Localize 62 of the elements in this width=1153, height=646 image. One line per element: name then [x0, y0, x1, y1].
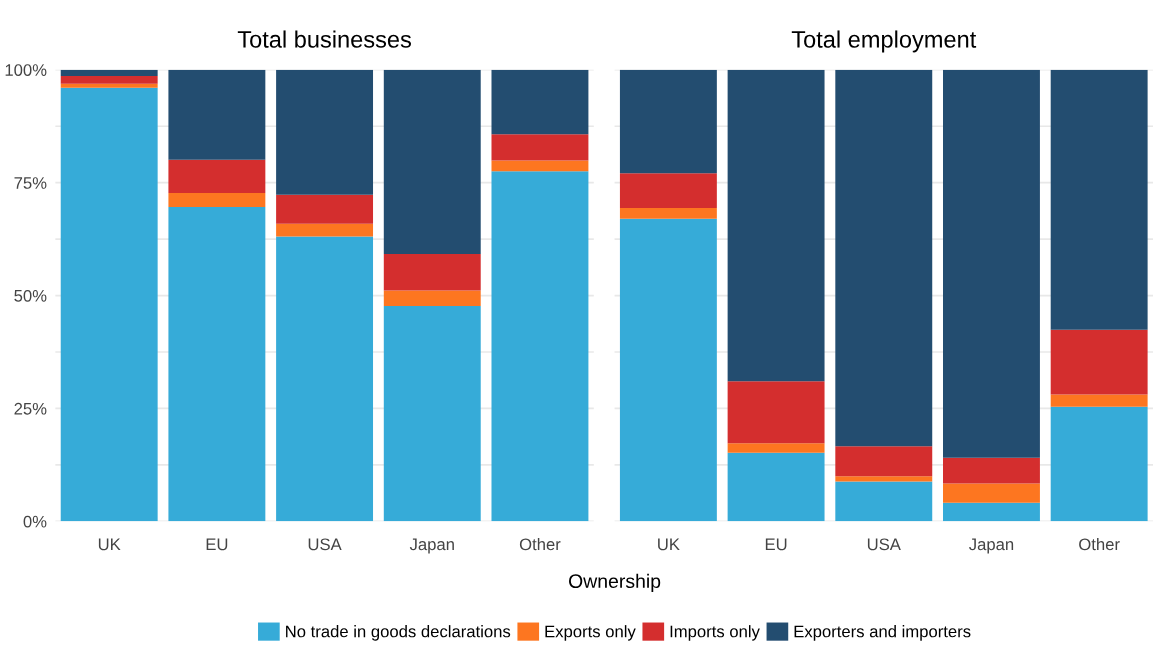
bar [491, 69, 589, 135]
bar [727, 381, 825, 444]
bar [168, 193, 266, 208]
bar [619, 207, 717, 219]
bar [835, 476, 933, 482]
bar [276, 194, 374, 224]
bar [943, 457, 1040, 484]
y-tick-label: 25% [14, 402, 47, 415]
x-tick-label: Other [1079, 537, 1120, 551]
legend-label: No trade in goods declarations [286, 625, 511, 641]
x-tick-label: USA [867, 538, 901, 551]
bar [276, 69, 374, 195]
bar [60, 76, 158, 84]
bar [943, 69, 1040, 458]
bar [60, 83, 158, 88]
bar [1050, 329, 1148, 395]
bar [1050, 69, 1148, 330]
y-tick-label: 75% [14, 177, 47, 189]
bar [619, 69, 717, 174]
x-tick-label: EU [206, 538, 228, 551]
bar [60, 69, 158, 77]
bar [835, 446, 933, 477]
bar [727, 443, 825, 453]
bar [835, 69, 933, 447]
legend-label: Exporters and importers [794, 625, 971, 641]
bar [168, 159, 266, 194]
bar [383, 254, 481, 291]
bar [619, 218, 717, 522]
bar [168, 207, 266, 522]
y-tick-label: 0% [23, 515, 47, 528]
bar [835, 481, 933, 522]
bar [60, 87, 158, 522]
bar [943, 483, 1040, 503]
x-tick-label: Japan [409, 538, 454, 554]
bar [383, 69, 481, 254]
x-tick-label: USA [308, 538, 342, 551]
bar [168, 69, 266, 160]
x-axis-title: Ownership [569, 573, 661, 592]
y-tick-label: 50% [14, 289, 47, 302]
bar [1050, 394, 1148, 407]
bar [383, 305, 481, 522]
x-tick-label: Other [519, 537, 561, 551]
y-tick-label: 100% [5, 64, 47, 76]
bar [1050, 406, 1148, 522]
bar [491, 134, 589, 161]
bar [619, 173, 717, 208]
bar [727, 69, 825, 382]
x-tick-label: EU [765, 538, 787, 551]
bar [943, 502, 1040, 522]
bar [276, 223, 374, 237]
x-tick-label: UK [658, 538, 680, 551]
legend-label: Imports only [670, 625, 760, 641]
bar [491, 171, 589, 522]
bar [491, 160, 589, 172]
x-tick-label: UK [98, 538, 121, 551]
chart-title: Total employment [791, 30, 977, 53]
x-tick-label: Japan [969, 538, 1014, 554]
bar [276, 236, 374, 522]
bar [383, 290, 481, 306]
legend-label: Exports only [545, 625, 636, 641]
chart-title: Total businesses [237, 30, 411, 48]
bar [727, 452, 825, 522]
